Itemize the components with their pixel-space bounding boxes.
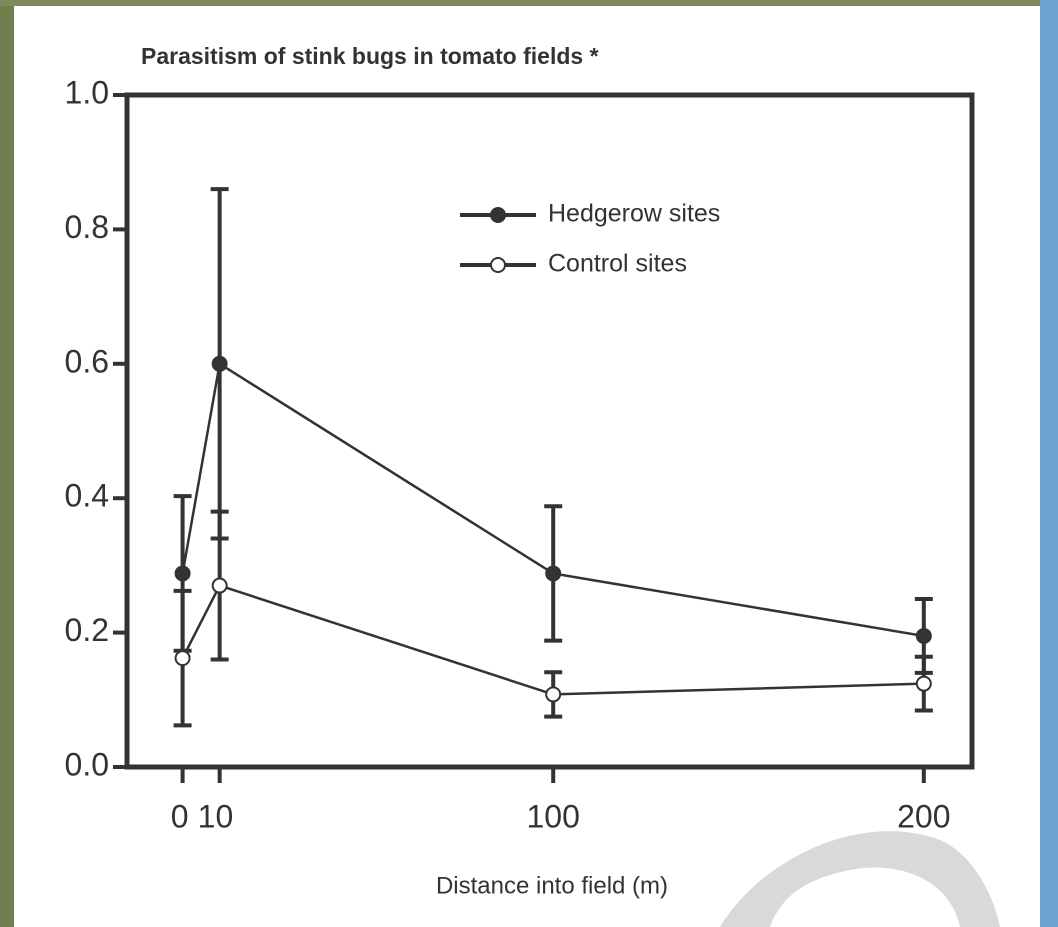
chart-title: Parasitism of stink bugs in tomato field… [141, 43, 599, 69]
legend-marker [490, 207, 506, 223]
photo-edge [0, 0, 14, 927]
data-point [545, 686, 562, 703]
y-tick-label: 0.0 [65, 746, 109, 782]
data-point [174, 565, 191, 582]
legend-marker [490, 257, 506, 273]
data-point [211, 355, 228, 372]
plot-frame [124, 92, 975, 770]
photo-edge [0, 0, 1058, 6]
x-axis-label: Distance into field (m) [436, 872, 668, 899]
x-tick-label: 100 [527, 798, 580, 834]
x-tick-label: 200 [897, 798, 950, 834]
window-edge [1040, 0, 1058, 927]
y-tick-label: 0.4 [65, 478, 109, 514]
x-tick-label: 10 [198, 798, 234, 834]
x-tick-label: 0 [171, 798, 189, 834]
data-point [915, 627, 932, 644]
series-line [181, 584, 924, 696]
y-tick-label: 0.2 [65, 612, 109, 648]
y-tick-label: 0.8 [65, 209, 109, 245]
series-line [181, 361, 925, 638]
y-tick-label: 0.6 [65, 343, 109, 379]
decorative-arc [720, 831, 1000, 927]
data-point [545, 565, 562, 582]
y-tick-label: 1.0 [65, 74, 109, 110]
legend-label: Hedgerow sites [548, 200, 720, 228]
data-point [915, 675, 932, 692]
legend-label: Control sites [548, 250, 687, 278]
data-point [211, 577, 228, 594]
data-point [174, 650, 191, 667]
